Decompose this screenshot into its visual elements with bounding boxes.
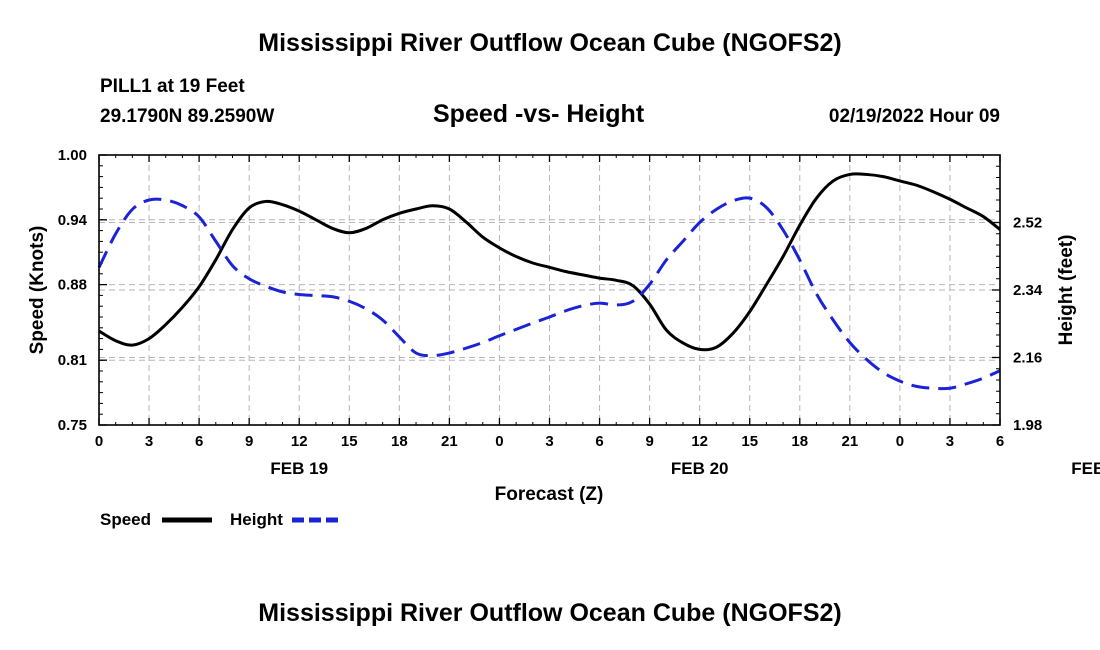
y-axis-label: Speed (Knots) — [27, 226, 48, 355]
x-day-label: FEB 21 — [1071, 459, 1100, 478]
x-tick-label: 3 — [545, 433, 553, 450]
x-tick-label: 0 — [95, 433, 103, 450]
forecast-datetime: 02/19/2022 Hour 09 — [828, 106, 1000, 127]
y2-axis-label: Height (feet) — [1056, 235, 1077, 346]
y2-tick-label: 2.16 — [1013, 350, 1042, 367]
chart-legend: Speed Height — [100, 510, 342, 529]
x-tick-label: 3 — [145, 433, 153, 450]
x-tick-label: 6 — [996, 433, 1004, 450]
y-tick-label: 0.94 — [58, 212, 88, 229]
x-tick-label: 15 — [741, 433, 758, 450]
x-day-label: FEB 20 — [671, 459, 729, 478]
series-line-speed — [98, 172, 1001, 352]
y2-tick-label: 2.34 — [1013, 282, 1043, 299]
x-tick-label: 9 — [645, 433, 653, 450]
x-tick-label: 6 — [195, 433, 203, 450]
legend-label-speed: Speed — [100, 510, 151, 529]
station-label: PILL1 at 19 Feet — [100, 76, 245, 97]
x-tick-label: 18 — [791, 433, 808, 450]
footer-title: Mississippi River Outflow Ocean Cube (NG… — [258, 599, 842, 627]
legend-label-height: Height — [230, 510, 283, 529]
y-tick-label: 0.88 — [58, 277, 87, 294]
x-tick-label: 21 — [441, 433, 458, 450]
chart-grid — [99, 155, 1000, 425]
x-axis-label: Forecast (Z) — [495, 484, 604, 505]
x-tick-label: 6 — [595, 433, 603, 450]
y-tick-label: 0.75 — [58, 417, 87, 434]
x-tick-label: 0 — [896, 433, 904, 450]
x-day-label: FEB 19 — [270, 459, 328, 478]
x-tick-label: 12 — [291, 433, 308, 450]
x-tick-label: 0 — [495, 433, 503, 450]
x-tick-label: 9 — [245, 433, 253, 450]
x-tick-label: 21 — [841, 433, 858, 450]
x-tick-label: 12 — [691, 433, 708, 450]
x-tick-label: 18 — [391, 433, 408, 450]
page-title: Mississippi River Outflow Ocean Cube (NG… — [258, 29, 842, 57]
chart-axes: 0 3 6 9 12 15 18 21 0 3 6 9 12 15 18 21 0 3 6 FEB 19 FEB 20 F… — [58, 147, 1100, 478]
y-tick-label: 0.81 — [58, 352, 87, 369]
y2-tick-label: 2.52 — [1013, 215, 1042, 232]
x-tick-label: 15 — [341, 433, 358, 450]
x-tick-label: 3 — [946, 433, 954, 450]
y-tick-label: 1.00 — [58, 147, 87, 164]
chart-title: Speed -vs- Height — [433, 100, 645, 128]
plot-frame — [98, 154, 1001, 426]
y2-tick-label: 1.98 — [1013, 417, 1042, 434]
station-coordinates: 29.1790N 89.2590W — [100, 106, 275, 127]
series-line-height — [97, 196, 1001, 391]
chart-series — [97, 172, 1001, 391]
